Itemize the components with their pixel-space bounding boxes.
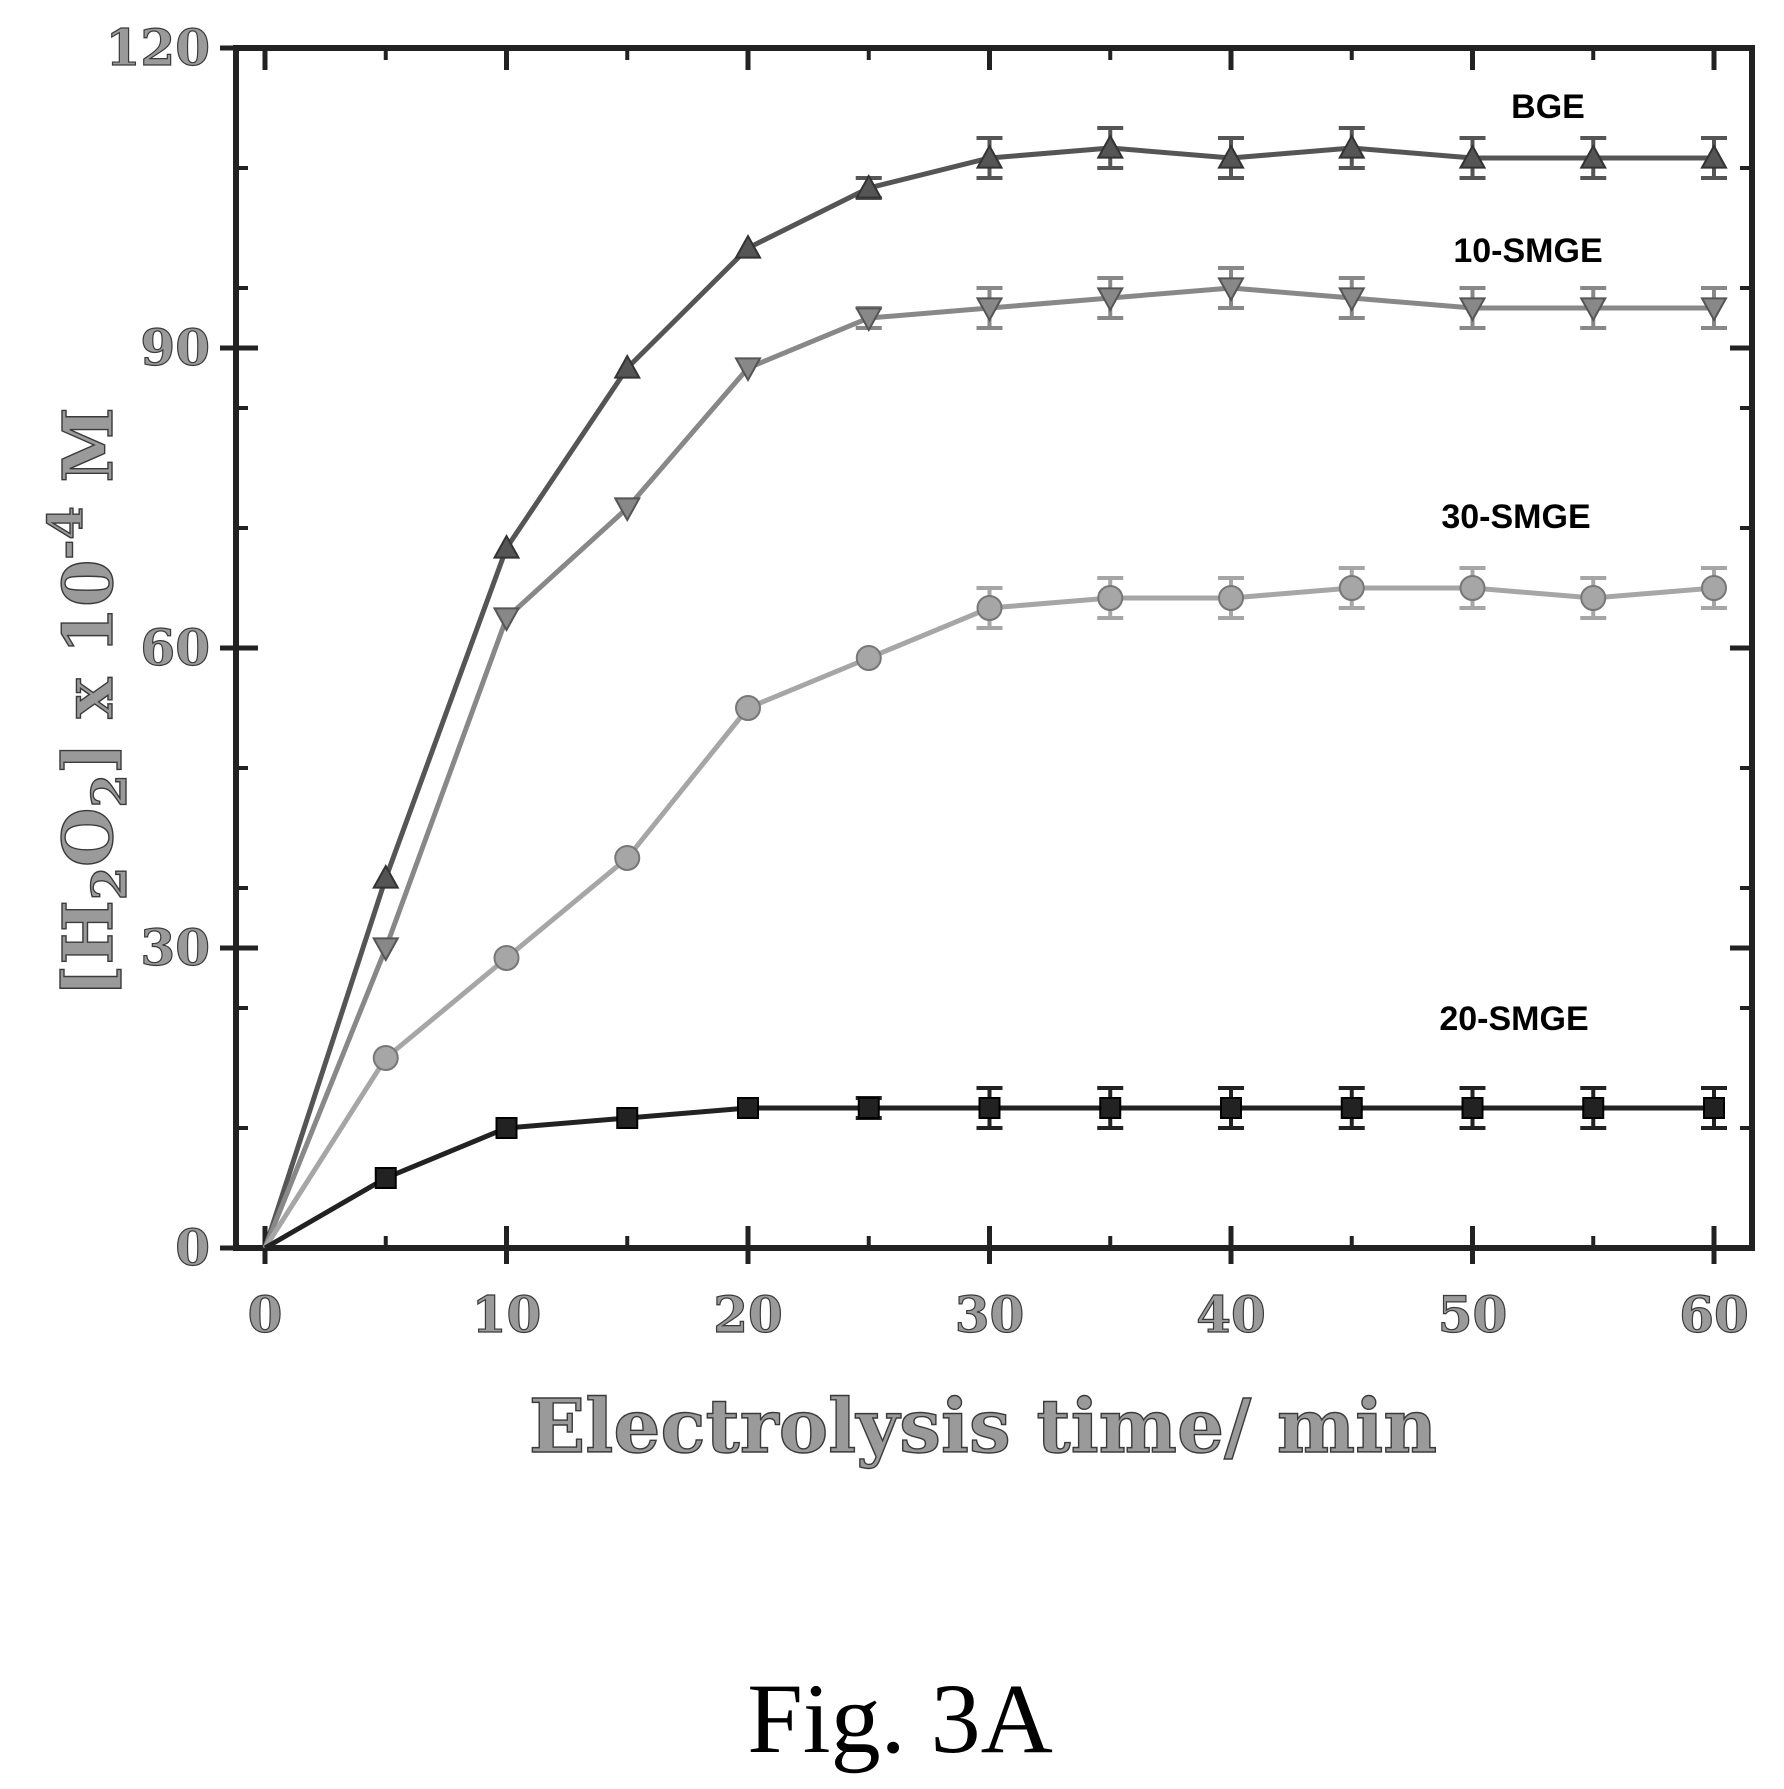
data-point <box>855 307 883 333</box>
data-point <box>372 863 400 889</box>
data-point <box>1582 1097 1605 1119</box>
series-10-smge: 10-SMGE <box>262 232 1728 1249</box>
data-point <box>1338 287 1366 313</box>
data-point <box>975 297 1004 323</box>
x-tick-label: 40 <box>1196 1285 1266 1344</box>
data-point <box>613 353 641 379</box>
y-tick-label: 120 <box>106 18 210 77</box>
series-bge: BGE <box>262 88 1728 1249</box>
data-point <box>1579 297 1607 323</box>
data-point <box>1580 585 1607 611</box>
data-point <box>855 173 883 199</box>
x-axis-title: Electrolysis time/ min <box>529 1384 1437 1470</box>
data-point <box>734 233 762 259</box>
axis-ticks: 0 10 20 30 40 50 60 0 30 60 90 120 <box>105 17 1752 1345</box>
data-point <box>616 1107 639 1129</box>
series-label: 10-SMGE <box>1453 232 1602 270</box>
data-point <box>1217 277 1245 303</box>
data-point <box>1220 1097 1242 1119</box>
y-title-part: O <box>49 808 129 867</box>
data-point <box>1338 133 1366 159</box>
y-title-subscript: 2 <box>82 774 138 807</box>
data-point <box>734 357 762 383</box>
data-point <box>1340 1097 1363 1119</box>
data-point <box>1703 1097 1725 1119</box>
data-point <box>857 1097 880 1119</box>
series-30-smge: 30-SMGE <box>262 498 1727 1250</box>
data-point <box>372 1045 399 1071</box>
y-title-part: [H <box>49 900 129 996</box>
data-point <box>1099 1097 1122 1119</box>
data-point <box>1701 575 1727 601</box>
data-point <box>1217 143 1245 169</box>
series-label: BGE <box>1511 88 1585 126</box>
data-point <box>613 497 641 523</box>
x-tick-label: 20 <box>713 1285 783 1344</box>
y-title-superscript: -4 <box>38 506 94 559</box>
y-tick-label: 90 <box>140 318 210 377</box>
data-point <box>1096 287 1124 313</box>
series-group: BGE 10-SMGE 30-SMGE 20-SMGE <box>262 88 1728 1251</box>
data-point <box>1459 575 1486 601</box>
x-tick-label: 10 <box>472 1285 542 1344</box>
x-tick-label: 50 <box>1438 1285 1508 1344</box>
data-point <box>855 645 882 671</box>
x-tick-label: 30 <box>955 1285 1025 1344</box>
figure-caption: Fig. 3A <box>747 1663 1053 1774</box>
data-point <box>975 143 1004 169</box>
data-point <box>1700 297 1728 323</box>
plot-area <box>233 45 1755 1251</box>
data-point <box>1338 575 1365 601</box>
data-point <box>614 845 641 871</box>
series-20-smge: 20-SMGE <box>263 1000 1727 1251</box>
data-point <box>1579 143 1607 169</box>
data-point <box>1097 585 1124 611</box>
data-point <box>978 1097 1001 1119</box>
y-tick-label: 0 <box>175 1218 210 1277</box>
data-point <box>737 1097 759 1119</box>
x-tick-label: 60 <box>1679 1285 1749 1344</box>
data-point <box>495 1117 518 1139</box>
data-point <box>372 937 400 963</box>
data-point <box>735 695 761 721</box>
data-point <box>1458 143 1487 169</box>
y-title-subscript: 2 <box>82 867 138 900</box>
data-point <box>976 595 1003 621</box>
data-point <box>493 945 520 971</box>
data-point <box>1218 585 1244 611</box>
data-point <box>1458 297 1487 323</box>
y-tick-label: 60 <box>140 618 210 677</box>
data-point <box>1096 133 1124 159</box>
data-point <box>1461 1097 1484 1119</box>
y-title-unit: M <box>49 407 129 506</box>
y-title-part: ] x 10 <box>49 560 129 775</box>
data-point <box>1700 143 1728 169</box>
y-axis-title: [H2O2] x 10-4 M <box>38 407 138 996</box>
series-label: 20-SMGE <box>1439 1000 1588 1038</box>
data-point <box>374 1167 397 1189</box>
x-tick-label: 0 <box>248 1285 283 1344</box>
series-label: 30-SMGE <box>1441 498 1590 536</box>
data-point <box>492 533 521 559</box>
y-tick-label: 30 <box>140 918 210 977</box>
data-point <box>492 607 521 633</box>
